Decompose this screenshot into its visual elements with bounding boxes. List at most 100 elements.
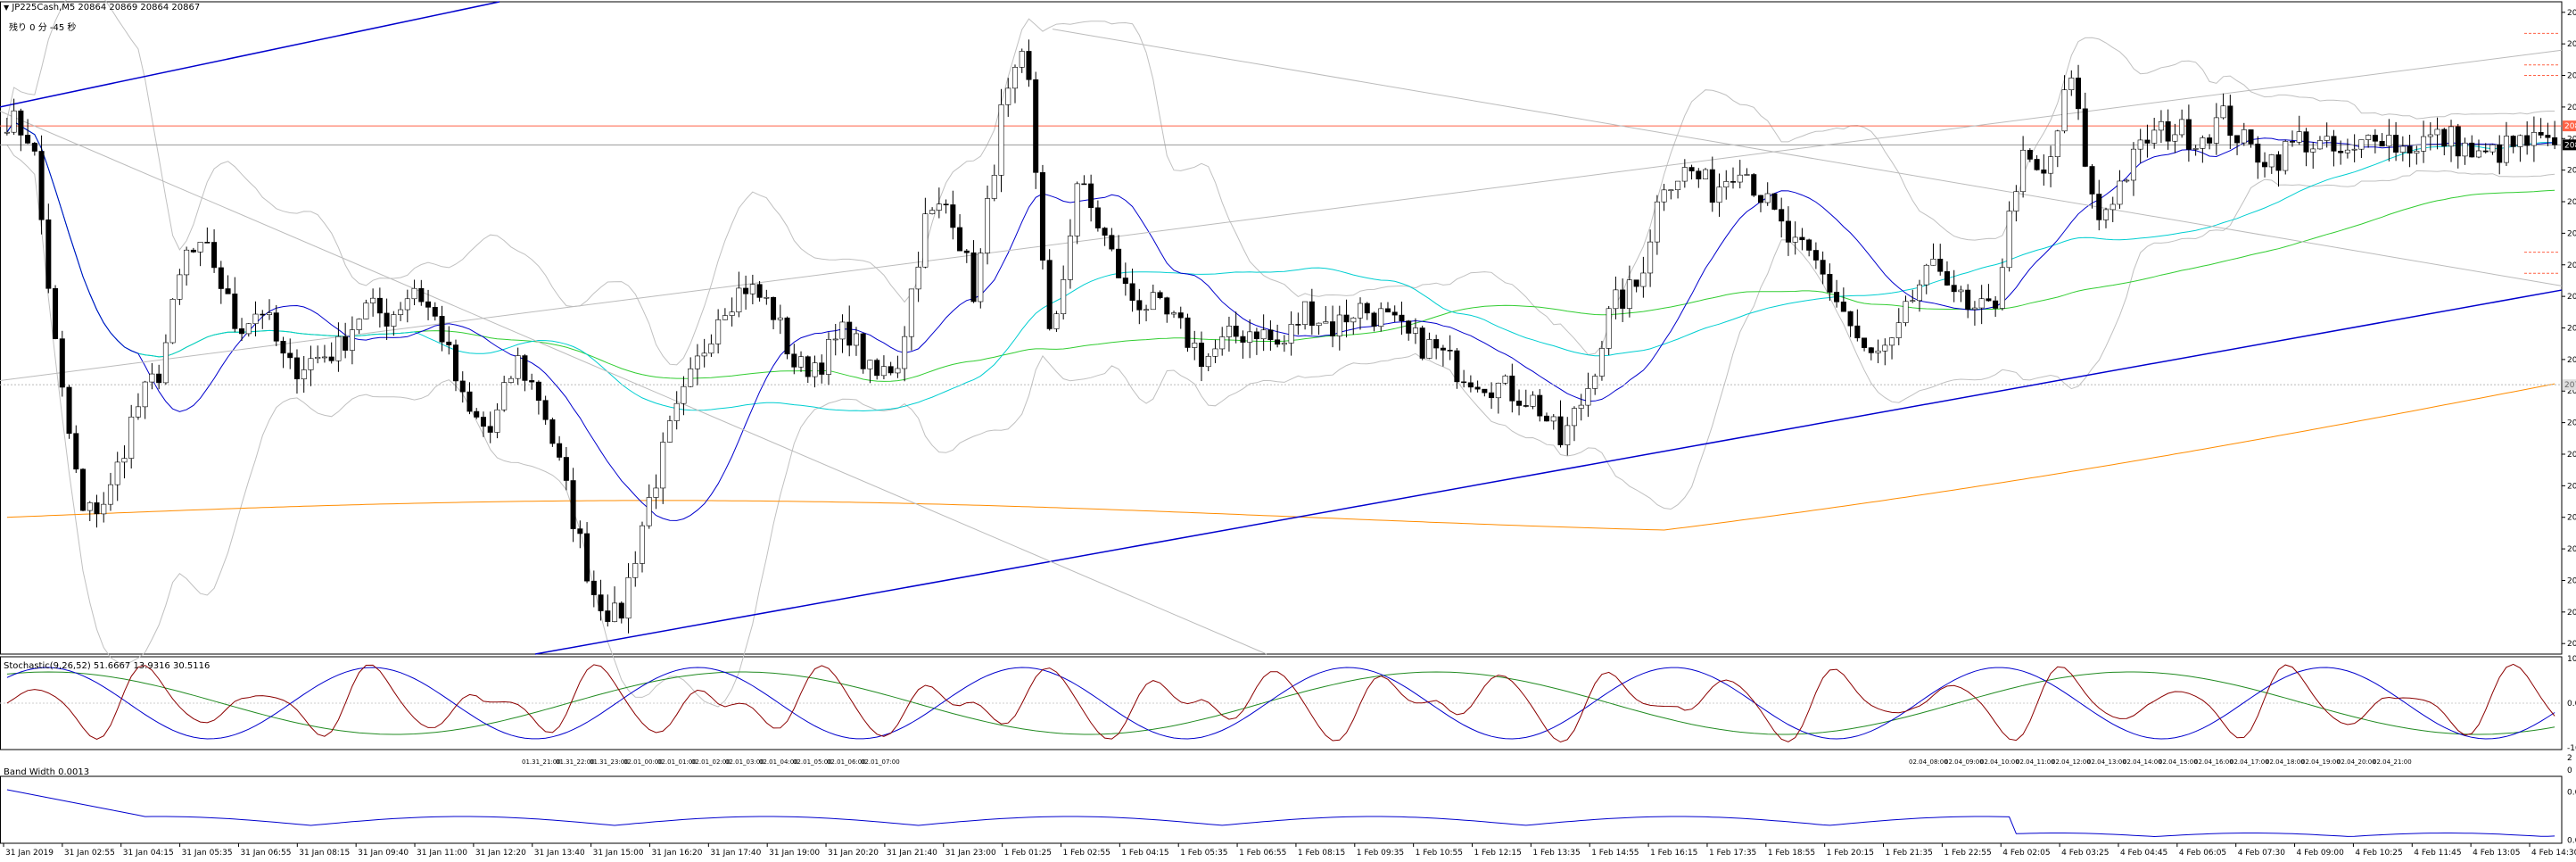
bull-candle <box>197 242 203 253</box>
bear-candle <box>1868 347 1874 353</box>
bear-candle <box>970 252 977 303</box>
bear-candle <box>2552 137 2558 145</box>
bull-candle <box>1571 408 1577 427</box>
bear-candle <box>80 468 87 511</box>
bear-candle <box>2338 151 2344 153</box>
bear-candle <box>53 287 59 339</box>
lower-blue-trendline <box>534 289 2563 655</box>
bull-candle <box>2102 209 2110 220</box>
bull-candle <box>929 210 936 214</box>
candles-group <box>4 39 2558 634</box>
symbol-line: JP225Cash,M5 20864 20869 20864 20867 <box>12 3 201 12</box>
y-tick-label: 20795 <box>2567 293 2576 302</box>
bull-candle <box>922 213 929 268</box>
bear-candle <box>2144 139 2151 144</box>
bandwidth-line <box>6 789 2555 838</box>
bear-candle <box>1633 279 1639 287</box>
bull-candle <box>1502 375 1508 384</box>
bear-candle <box>1399 314 1405 321</box>
bull-candle <box>2172 134 2178 142</box>
bull-candle <box>315 356 321 360</box>
bull-candle <box>1260 329 1267 340</box>
stoch-slow-line <box>6 671 2555 735</box>
bear-candle <box>2076 78 2082 110</box>
x-tick-label: 31 Jan 11:00 <box>417 849 467 858</box>
bear-candle <box>452 344 459 382</box>
bull-candle <box>666 420 673 443</box>
x-tick-label: 1 Feb 18:55 <box>1768 849 1815 858</box>
bear-candle <box>1827 273 1833 293</box>
bull-candle <box>404 298 410 311</box>
bull-candle <box>832 338 838 341</box>
bear-candle <box>1730 181 1737 183</box>
bull-candle <box>2434 128 2440 136</box>
bull-candle <box>1895 322 1902 338</box>
bull-candle <box>398 309 404 315</box>
bull-candle <box>1889 337 1895 346</box>
bear-candle <box>1489 392 1495 399</box>
stoch-time-label: 02.01_00:00 <box>623 758 663 766</box>
bull-candle <box>2158 120 2164 131</box>
bear-candle <box>38 151 45 220</box>
y-tick-label: 20750 <box>2567 387 2576 396</box>
bear-candle <box>466 391 473 412</box>
bear-candle <box>874 360 880 377</box>
x-tick-label: 31 Jan 05:35 <box>182 849 233 858</box>
gray-descending-line <box>0 111 1267 655</box>
bandwidth-tick-label: 0.0115 <box>2567 789 2576 798</box>
bear-candle <box>376 297 383 314</box>
ma-slow-line <box>6 120 2555 382</box>
bear-candle <box>1033 79 1039 173</box>
bear-candle <box>1834 292 1840 303</box>
bear-candle <box>31 143 37 152</box>
bear-candle <box>1537 394 1543 417</box>
bear-candle <box>1136 300 1143 311</box>
bull-candle <box>777 317 783 320</box>
gray-ascending-line <box>0 49 2563 381</box>
x-tick-label: 1 Feb 09:35 <box>1357 849 1404 858</box>
bull-candle <box>2358 139 2365 150</box>
bear-candle <box>2441 128 2448 147</box>
bear-candle <box>2185 119 2192 150</box>
bear-candle <box>771 296 777 320</box>
x-tick-label: 1 Feb 04:15 <box>1121 849 1168 858</box>
bear-candle <box>2407 145 2413 153</box>
x-tick-label: 31 Jan 06:55 <box>240 849 291 858</box>
bear-candle <box>474 410 480 418</box>
stoch-time-label: 02.04_14:00 <box>2123 758 2162 766</box>
bull-candle <box>1744 174 1750 176</box>
x-tick-label: 4 Feb 10:25 <box>2355 849 2402 858</box>
bull-candle <box>2365 135 2372 140</box>
bear-candle <box>2027 149 2033 160</box>
bear-candle <box>273 312 279 342</box>
bull-candle <box>308 358 314 370</box>
bear-candle <box>529 380 535 383</box>
bull-candle <box>1212 348 1218 357</box>
stoch-time-label: 02.01_06:00 <box>827 758 866 766</box>
bull-candle <box>177 274 183 300</box>
bear-candle <box>756 284 763 298</box>
bear-candle <box>190 249 196 253</box>
bull-candle <box>501 382 508 410</box>
x-tick-label: 4 Feb 11:45 <box>2414 849 2461 858</box>
bear-candle <box>2482 150 2489 153</box>
bull-candle <box>1598 348 1605 377</box>
bear-candle <box>1364 303 1370 314</box>
bear-candle <box>2469 142 2475 158</box>
bear-candle <box>1157 292 1163 298</box>
collapse-triangle-icon[interactable]: ▼ <box>4 4 10 12</box>
bull-candle <box>2013 191 2019 211</box>
bear-candle <box>45 219 52 289</box>
y-tick-label: 20675 <box>2567 545 2576 554</box>
bull-candle <box>1495 383 1501 399</box>
bear-candle <box>293 357 300 380</box>
bear-candle <box>957 227 963 252</box>
bear-candle <box>2538 132 2544 136</box>
bull-candle <box>2130 148 2136 181</box>
panel2-axis-top: 2 <box>2567 754 2572 763</box>
bull-candle <box>1737 174 1743 183</box>
bull-candle <box>1150 292 1156 311</box>
bear-candle <box>1122 278 1128 285</box>
bear-candle <box>1026 51 1032 80</box>
